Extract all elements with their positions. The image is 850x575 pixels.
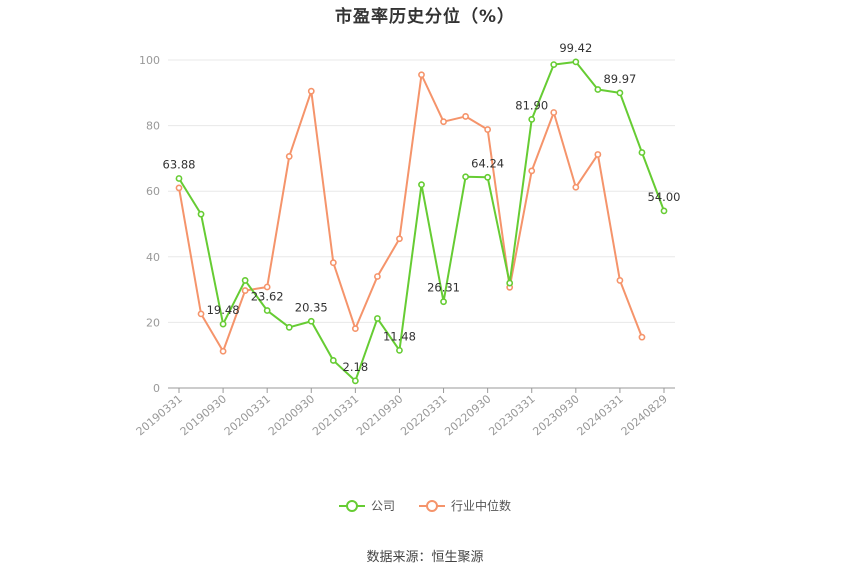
legend-marker-company: [345, 499, 358, 512]
legend-swatch-company: [338, 499, 365, 513]
x-tick-label: 20220331: [398, 392, 449, 438]
data-point-industry: [307, 87, 315, 95]
data-label: 99.42: [559, 41, 592, 55]
y-axis-ticks: 0 20 40 60 80 100: [139, 54, 160, 395]
data-label: 26.31: [427, 281, 460, 295]
data-point-industry: [219, 347, 227, 355]
series-company: [175, 58, 668, 385]
data-point-company: [572, 58, 580, 66]
x-tick-label: 20190331: [134, 392, 185, 438]
data-point-industry: [241, 287, 249, 294]
data-point-company: [484, 173, 492, 181]
data-label: 63.88: [163, 157, 196, 171]
data-label: 54.00: [648, 190, 681, 204]
y-tick-label: 60: [146, 185, 160, 198]
data-label: 64.24: [471, 156, 504, 170]
data-point-industry: [374, 273, 381, 280]
data-label: 2.18: [343, 360, 369, 374]
data-point-company: [418, 181, 425, 189]
data-point-company: [594, 86, 602, 93]
data-label: 20.35: [295, 300, 328, 314]
data-point-industry: [418, 71, 425, 79]
data-point-company: [462, 173, 469, 181]
data-point-company: [285, 323, 293, 331]
data-point-company: [241, 277, 249, 284]
series-line-industry: [178, 73, 643, 353]
data-point-company: [528, 115, 536, 123]
data-point-industry: [638, 333, 646, 341]
data-point-company: [175, 175, 183, 182]
x-tick-label: 20230331: [486, 392, 537, 438]
data-point-company: [219, 320, 227, 328]
data-point-industry: [462, 113, 469, 120]
data-point-industry: [594, 151, 602, 158]
source-note: 数据来源：恒生聚源: [366, 550, 484, 565]
chart-title: 市盈率历史分位（%）: [334, 7, 516, 27]
x-tick-label: 20210331: [310, 392, 361, 438]
x-tick-label: 20230930: [530, 392, 581, 438]
data-label: 89.97: [603, 72, 636, 86]
data-point-company: [550, 61, 558, 68]
data-point-company: [374, 315, 381, 322]
data-point-company: [660, 207, 668, 215]
legend: 公司 行业中位数: [0, 497, 850, 514]
y-tick-label: 80: [146, 120, 160, 133]
data-label: 81.90: [515, 98, 548, 112]
legend-label-company: 公司: [370, 499, 395, 513]
data-point-company: [440, 298, 447, 306]
data-point-industry: [263, 283, 271, 291]
series-line-company: [178, 60, 665, 382]
data-point-industry: [329, 259, 337, 267]
data-point-industry: [285, 153, 293, 160]
legend-label-industry: 行业中位数: [451, 499, 512, 513]
data-point-industry: [616, 277, 624, 284]
legend-swatch-industry: [419, 499, 445, 513]
legend-marker-industry: [426, 499, 438, 512]
data-label: 23.62: [251, 290, 284, 304]
x-tick-label: 20200930: [266, 392, 317, 438]
data-label: 19.48: [207, 303, 240, 317]
data-point-industry: [572, 183, 580, 191]
data-point-industry: [440, 118, 447, 126]
data-point-company: [197, 210, 205, 218]
data-point-company: [616, 89, 624, 97]
x-tick-label: 20210930: [354, 392, 405, 438]
data-point-company: [351, 377, 359, 385]
series-industry: [175, 71, 646, 355]
data-point-industry: [175, 184, 183, 192]
x-axis: 2019033120190930202003312020093020210331…: [134, 387, 675, 438]
data-point-industry: [396, 235, 403, 243]
data-point-company: [396, 346, 403, 354]
data-label: 11.48: [383, 329, 416, 343]
y-tick-label: 100: [139, 54, 160, 67]
x-tick-label: 20220930: [442, 392, 493, 438]
y-tick-label: 0: [153, 382, 160, 395]
data-point-industry: [484, 126, 492, 133]
data-labels: 63.88 19.48 23.62 20.35 2.18 11.48 26.31 64.24 8…: [163, 41, 681, 374]
y-tick-label: 40: [146, 251, 160, 264]
x-tick-label: 20240829: [619, 392, 670, 438]
y-tick-label: 20: [146, 316, 160, 329]
data-point-company: [506, 279, 514, 287]
data-point-industry: [528, 167, 536, 175]
data-point-industry: [351, 325, 359, 333]
data-point-company: [329, 357, 337, 364]
data-point-company: [638, 149, 646, 156]
legend-item-industry[interactable]: 行业中位数: [419, 497, 511, 514]
data-point-industry: [197, 310, 205, 318]
legend-item-company[interactable]: 公司: [338, 497, 395, 514]
x-tick-label: 20240331: [575, 392, 626, 438]
data-point-company: [263, 307, 271, 314]
x-tick-label: 20190930: [178, 392, 229, 438]
data-point-company: [307, 317, 315, 325]
x-tick-label: 20200331: [222, 392, 273, 438]
data-point-industry: [550, 109, 558, 116]
